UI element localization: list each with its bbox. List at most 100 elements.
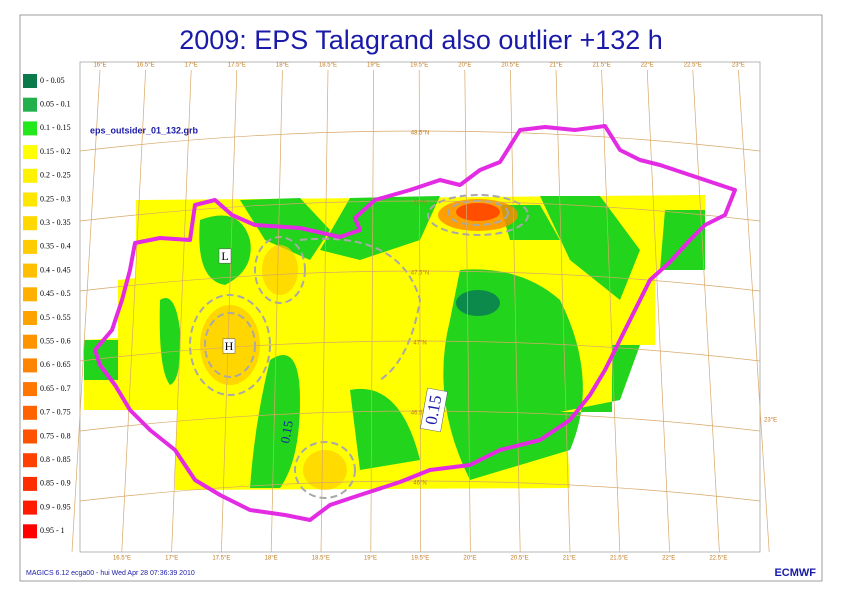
- contour-label-text: H: [225, 339, 234, 353]
- lon-label-bottom: 17°E: [165, 556, 178, 562]
- legend-swatch: [23, 311, 37, 325]
- contour-label: 0.15: [277, 419, 296, 444]
- max-core: [456, 203, 500, 221]
- lon-label-top: 23°E: [732, 63, 745, 69]
- legend-swatch: [23, 500, 37, 515]
- meridian: [418, 69, 421, 553]
- meridian: [171, 69, 192, 553]
- legend-label: 0.05 - 0.1: [40, 100, 71, 109]
- lon-label-top: 17.5°E: [228, 63, 246, 69]
- lon-label-bottom: 17.5°E: [212, 556, 230, 562]
- legend-swatch: [23, 97, 37, 112]
- legend-label: 0 - 0.05: [40, 76, 65, 85]
- lon-label-bottom: 16.5°E: [113, 556, 131, 562]
- parallel: [79, 410, 761, 432]
- lon-label-top: 16°E: [93, 63, 106, 69]
- meridian: [738, 69, 770, 553]
- lon-label-bottom: 19.5°E: [411, 556, 429, 562]
- legend-label: 0.3 - 0.35: [40, 218, 71, 227]
- lon-label-bottom: 22°E: [662, 556, 675, 562]
- legend-swatch: [23, 429, 37, 444]
- lon-label-top: 18.5°E: [319, 63, 337, 69]
- contour-label: 0.15: [420, 387, 448, 433]
- parallel: [79, 130, 761, 152]
- legend-label: 0.1 - 0.15: [40, 123, 71, 132]
- meridian: [510, 69, 521, 553]
- lon-label-bottom: 18.5°E: [312, 556, 330, 562]
- contour-label: H: [222, 338, 236, 354]
- parallel: [79, 270, 761, 292]
- legend-label: 0.25 - 0.3: [40, 194, 71, 203]
- legend-swatch: [23, 192, 37, 207]
- logo: ECMWF: [774, 567, 816, 579]
- legend-label: 0.6 - 0.65: [40, 360, 71, 369]
- legend-swatch: [23, 453, 37, 468]
- lat-label: 46.5°N: [411, 411, 429, 417]
- legend-swatch: [23, 74, 37, 88]
- legend-swatch: [23, 405, 37, 420]
- legend-swatch: [23, 263, 37, 278]
- lon-label-bottom: 20.5°E: [511, 556, 529, 562]
- legend-swatch: [23, 121, 37, 136]
- legend-label: 0.85 - 0.9: [40, 479, 71, 488]
- blob: [262, 245, 298, 295]
- field-green: [84, 196, 705, 488]
- lon-label-top: 22°E: [641, 63, 654, 69]
- legend: 0 - 0.05 0.05 - 0.1 0.1 - 0.15 0.15 - 0.2 0.…: [23, 74, 71, 539]
- legend-label: 0.9 - 0.95: [40, 502, 71, 511]
- lon-label-top: 21.5°E: [593, 63, 611, 69]
- legend-swatch: [23, 168, 37, 183]
- contour-label-text: 0.15: [277, 419, 296, 444]
- lon-label-top: 17°E: [185, 63, 198, 69]
- lat-label: 47°N: [413, 341, 426, 347]
- lon-label-top: 18°E: [276, 63, 289, 69]
- lon-label-bottom: 21°E: [563, 556, 576, 562]
- legend-label: 0.2 - 0.25: [40, 171, 71, 180]
- lon-label-top: 21°E: [549, 63, 562, 69]
- field-darkgreen: [456, 290, 500, 316]
- lon-label-top: 22.5°E: [684, 63, 702, 69]
- contour-label-text: L: [221, 249, 228, 263]
- legend-label: 0.4 - 0.45: [40, 265, 71, 274]
- lat-label: 48°N: [413, 201, 426, 207]
- lon-label-bottom: 19°E: [364, 556, 377, 562]
- legend-swatch: [23, 216, 37, 231]
- meridian: [555, 69, 571, 553]
- legend-label: 0.95 - 1: [40, 526, 65, 535]
- legend-swatch: [23, 524, 37, 539]
- meridian: [270, 69, 283, 553]
- meridian: [464, 69, 471, 553]
- legend-swatch: [23, 358, 37, 373]
- footer-info: MAGICS 6.12 ecga00 - hui Wed Apr 28 07:3…: [26, 570, 195, 577]
- legend-label: 0.5 - 0.55: [40, 313, 71, 322]
- lat-label: 47.5°N: [411, 271, 429, 277]
- legend-label: 0.75 - 0.8: [40, 431, 71, 440]
- frame: [19, 14, 823, 582]
- map: 16°E 16.5°E 17°E 17.5°E 18°E 18.5°E 19°E 19.5°E…: [71, 61, 777, 562]
- meridian: [320, 69, 329, 553]
- meridian: [646, 69, 670, 553]
- legend-label: 0.8 - 0.85: [40, 455, 71, 464]
- contour-label-text: 0.15: [421, 394, 445, 427]
- lon-label-bottom: 20°E: [463, 556, 476, 562]
- legend-label: 0.35 - 0.4: [40, 242, 71, 251]
- lat-label: 48.5°N: [411, 131, 429, 137]
- contours: [189, 194, 529, 499]
- meridian: [221, 69, 238, 553]
- lon-label-bottom: 22.5°E: [709, 556, 727, 562]
- lat-label: 46°N: [413, 481, 426, 487]
- title: 2009: EPS Talagrand also outlier +132 h: [179, 25, 663, 55]
- legend-label: 0.55 - 0.6: [40, 337, 71, 346]
- meridian: [71, 69, 101, 553]
- meridian: [121, 69, 146, 553]
- legend-label: 0.45 - 0.5: [40, 289, 71, 298]
- graticule: 16°E 16.5°E 17°E 17.5°E 18°E 18.5°E 19°E 19.5°E…: [71, 63, 777, 562]
- file-label: eps_outsider_01_132.grb: [90, 125, 199, 135]
- label-box: [218, 248, 232, 264]
- meridian: [601, 69, 621, 553]
- meridian: [692, 69, 720, 553]
- contour-labels: L H 0.15 0.15: [218, 248, 448, 444]
- legend-swatch: [23, 382, 37, 397]
- lon-label-top: 20.5°E: [501, 63, 519, 69]
- legend-swatch: [23, 145, 37, 160]
